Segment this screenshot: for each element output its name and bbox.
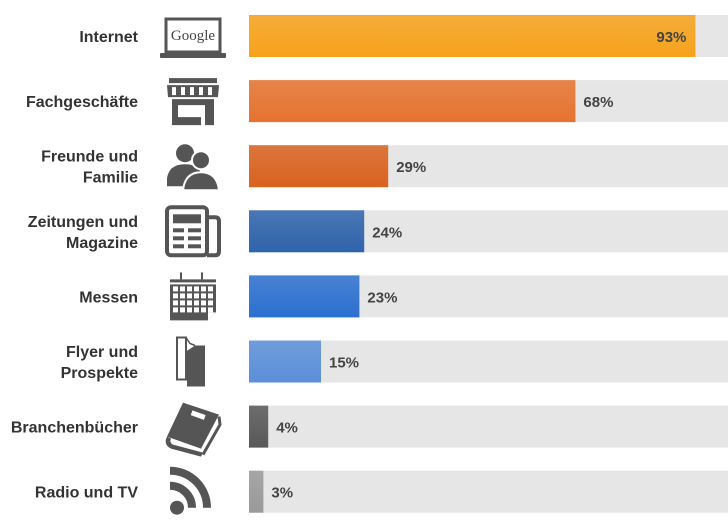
category-label: Flyer und Prospekte (61, 344, 138, 382)
laptop-google-icon: Google (160, 17, 226, 58)
bar-track (249, 405, 728, 448)
bar (249, 145, 389, 188)
bar-row: Branchenbücher 4% (11, 402, 728, 457)
bar-row: Internet Google 93% (79, 15, 728, 58)
category-label: Zeitungen und Magazine (28, 214, 138, 252)
bar (249, 210, 365, 253)
calendar-icon (170, 272, 216, 321)
bar-row: Radio und TV 3% (35, 466, 728, 515)
value-label: 93% (656, 29, 686, 46)
newspaper-icon (165, 205, 221, 258)
value-label: 24% (372, 224, 402, 241)
bar-row: Zeitungen und Magazine 24% (28, 205, 728, 258)
bar-row: Flyer und Prospekte 15% (61, 336, 728, 387)
value-label: 68% (583, 94, 613, 111)
bar (249, 15, 696, 57)
category-label: Branchenbücher (11, 420, 138, 437)
category-label: Internet (79, 29, 138, 46)
bar-row: Messen 23% (79, 272, 728, 321)
bar (249, 275, 360, 318)
shop-icon (167, 78, 219, 126)
bar-track (249, 340, 728, 383)
bar-row: Fachgeschäfte 68% (26, 78, 728, 126)
bar (249, 470, 264, 513)
category-label: Freunde und Familie (41, 149, 138, 187)
svg-text:Google: Google (171, 28, 216, 44)
bar (249, 340, 321, 383)
category-label: Fachgeschäfte (26, 94, 138, 111)
flyer-icon (176, 336, 205, 387)
bar-track (249, 470, 728, 513)
value-label: 4% (276, 420, 298, 437)
value-label: 29% (396, 159, 426, 176)
value-label: 15% (329, 355, 359, 372)
value-label: 3% (271, 485, 293, 502)
people-icon (167, 144, 221, 192)
category-label: Messen (79, 289, 138, 306)
bar (249, 80, 576, 123)
value-label: 23% (367, 289, 397, 306)
book-icon (165, 402, 222, 457)
broadcast-icon (169, 466, 211, 515)
bar (249, 405, 269, 448)
category-label: Radio und TV (35, 485, 138, 502)
bar-row: Freunde und Familie 29% (41, 144, 728, 192)
